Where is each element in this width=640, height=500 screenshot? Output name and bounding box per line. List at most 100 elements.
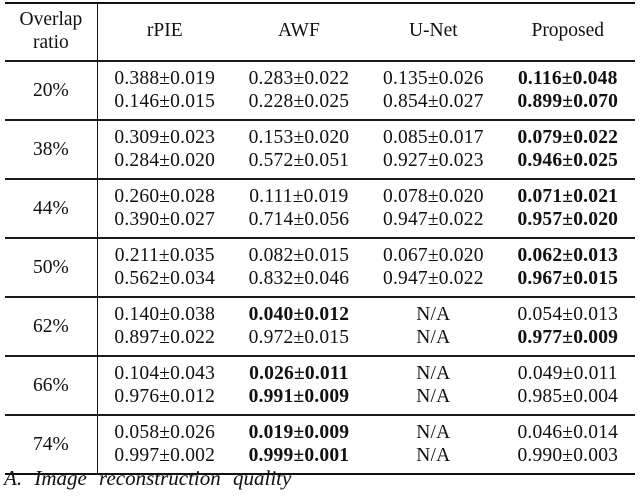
column-header-overlap-ratio: Overlap ratio	[5, 3, 98, 61]
table-row: 20% 0.388±0.019 0.146±0.015 0.283±0.022 0.2…	[5, 61, 635, 120]
metric-cell: 0.283±0.022 0.228±0.025	[232, 61, 366, 120]
metric-cell: N/A N/A	[366, 415, 500, 474]
metric-value: 0.972±0.015	[248, 327, 350, 348]
overlap-ratio-cell: 44%	[5, 179, 98, 238]
metric-value: N/A	[416, 304, 451, 325]
metric-cell: 0.116±0.048 0.899±0.070	[501, 61, 635, 120]
metric-value: 0.899±0.070	[517, 91, 619, 112]
metric-value: 0.211±0.035	[114, 245, 215, 266]
table-row: 44% 0.260±0.028 0.390±0.027 0.111±0.019 0.7…	[5, 179, 635, 238]
metric-cell: 0.049±0.011 0.985±0.004	[501, 356, 635, 415]
metric-cell: 0.067±0.020 0.947±0.022	[366, 238, 500, 297]
metric-cell: 0.104±0.043 0.976±0.012	[97, 356, 231, 415]
metric-cell: 0.040±0.012 0.972±0.015	[232, 297, 366, 356]
column-header-rpie: rPIE	[146, 20, 183, 41]
metric-value: 0.990±0.003	[517, 445, 619, 466]
metric-cell: 0.026±0.011 0.991±0.009	[232, 356, 366, 415]
metric-value: 0.019±0.009	[248, 422, 350, 443]
overlap-ratio-cell: 50%	[5, 238, 98, 297]
metric-value: 0.997±0.002	[114, 445, 216, 466]
metric-value: 0.026±0.011	[249, 363, 349, 384]
metric-value: 0.260±0.028	[114, 186, 216, 207]
metric-cell: 0.211±0.035 0.562±0.034	[97, 238, 231, 297]
metric-cell: 0.140±0.038 0.897±0.022	[97, 297, 231, 356]
table-row: 50% 0.211±0.035 0.562±0.034 0.082±0.015 0.8…	[5, 238, 635, 297]
overlap-ratio-cell: 20%	[5, 61, 98, 120]
metric-cell: 0.019±0.009 0.999±0.001	[232, 415, 366, 474]
metric-cell: N/A N/A	[366, 297, 500, 356]
metric-cell: N/A N/A	[366, 356, 500, 415]
metric-cell: 0.388±0.019 0.146±0.015	[97, 61, 231, 120]
metric-value: 0.284±0.020	[114, 150, 216, 171]
metric-value: 0.067±0.020	[383, 245, 484, 266]
overlap-ratio-cell: 62%	[5, 297, 98, 356]
metric-value: N/A	[416, 386, 451, 407]
metric-cell: 0.078±0.020 0.947±0.022	[366, 179, 500, 238]
metric-cell: 0.046±0.014 0.990±0.003	[501, 415, 635, 474]
metric-cell: 0.062±0.013 0.967±0.015	[501, 238, 635, 297]
metric-cell: 0.260±0.028 0.390±0.027	[97, 179, 231, 238]
metric-value: 0.062±0.013	[517, 245, 619, 266]
metric-value: 0.228±0.025	[248, 91, 350, 112]
metric-value: 0.967±0.015	[517, 268, 619, 289]
metric-value: 0.082±0.015	[248, 245, 350, 266]
metric-value: 0.104±0.043	[114, 363, 216, 384]
metric-value: 0.999±0.001	[248, 445, 350, 466]
overlap-ratio-cell: 38%	[5, 120, 98, 179]
metric-value: 0.153±0.020	[248, 127, 350, 148]
metric-value: 0.040±0.012	[248, 304, 350, 325]
column-header-unet: U-Net	[408, 20, 458, 41]
metric-cell: 0.309±0.023 0.284±0.020	[97, 120, 231, 179]
table-row: 74% 0.058±0.026 0.997±0.002 0.019±0.009 0.9…	[5, 415, 635, 474]
metric-value: 0.283±0.022	[248, 68, 350, 89]
metric-value: 0.135±0.026	[383, 68, 484, 89]
metric-value: 0.991±0.009	[248, 386, 350, 407]
metric-value: 0.046±0.014	[517, 422, 619, 443]
metric-value: 0.947±0.022	[383, 268, 484, 289]
table-row: 38% 0.309±0.023 0.284±0.020 0.153±0.020 0.5…	[5, 120, 635, 179]
table-header-row: Overlap ratio rPIE AWF U-Net Proposed	[5, 3, 635, 61]
metric-value: 0.071±0.021	[517, 186, 619, 207]
metric-value: N/A	[416, 363, 451, 384]
metric-value: 0.985±0.004	[517, 386, 619, 407]
metric-value: 0.714±0.056	[248, 209, 350, 230]
metric-value: 0.388±0.019	[114, 68, 216, 89]
metric-value: 0.390±0.027	[114, 209, 216, 230]
metric-value: 0.085±0.017	[383, 127, 484, 148]
metric-cell: 0.135±0.026 0.854±0.027	[366, 61, 500, 120]
metric-value: 0.957±0.020	[517, 209, 619, 230]
metric-value: 0.947±0.022	[383, 209, 484, 230]
metric-value: 0.049±0.011	[517, 363, 618, 384]
metric-value: 0.309±0.023	[114, 127, 216, 148]
metric-value: 0.562±0.034	[114, 268, 216, 289]
metric-value: 0.140±0.038	[114, 304, 216, 325]
overlap-ratio-cell: 74%	[5, 415, 98, 474]
metric-cell: 0.079±0.022 0.946±0.025	[501, 120, 635, 179]
metric-cell: 0.153±0.020 0.572±0.051	[232, 120, 366, 179]
metric-cell: 0.054±0.013 0.977±0.009	[501, 297, 635, 356]
metric-value: N/A	[416, 445, 451, 466]
overlap-ratio-cell: 66%	[5, 356, 98, 415]
metric-value: 0.058±0.026	[114, 422, 216, 443]
metric-value: 0.079±0.022	[517, 127, 619, 148]
metric-cell: 0.071±0.021 0.957±0.020	[501, 179, 635, 238]
metric-value: 0.111±0.019	[249, 186, 349, 207]
overlap-header-line2: ratio	[33, 32, 69, 53]
metric-value: 0.854±0.027	[383, 91, 484, 112]
metric-value: 0.054±0.013	[517, 304, 619, 325]
metric-value: 0.832±0.046	[248, 268, 350, 289]
table-row: 62% 0.140±0.038 0.897±0.022 0.040±0.012 0.9…	[5, 297, 635, 356]
metric-value: 0.897±0.022	[114, 327, 216, 348]
metric-value: N/A	[416, 422, 451, 443]
results-table: Overlap ratio rPIE AWF U-Net Proposed 20…	[5, 2, 635, 475]
metric-value: 0.572±0.051	[248, 150, 350, 171]
metric-value: N/A	[416, 327, 451, 348]
table-row: 66% 0.104±0.043 0.976±0.012 0.026±0.011 0.9…	[5, 356, 635, 415]
section-heading: A. Image reconstruction quality	[4, 466, 292, 490]
metric-value: 0.977±0.009	[517, 327, 619, 348]
metric-value: 0.146±0.015	[114, 91, 216, 112]
metric-value: 0.078±0.020	[383, 186, 484, 207]
metric-cell: 0.085±0.017 0.927±0.023	[366, 120, 500, 179]
overlap-header-line1: Overlap	[19, 9, 83, 30]
